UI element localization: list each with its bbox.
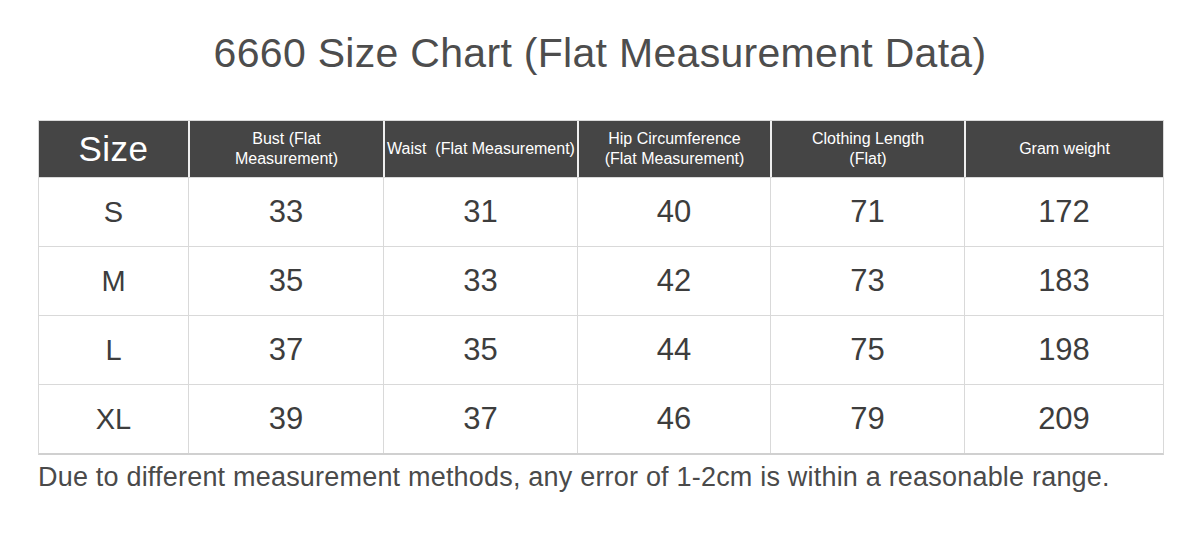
table-header-row: Size Bust (Flat Measurement) Waist (Flat… xyxy=(39,121,1163,177)
cell-clothing-length: 75 xyxy=(770,315,964,384)
measurement-disclaimer: Due to different measurement methods, an… xyxy=(38,462,1110,493)
cell-waist: 37 xyxy=(383,384,577,453)
cell-waist: 31 xyxy=(383,177,577,246)
header-bust: Bust (Flat Measurement) xyxy=(188,121,383,177)
cell-waist: 35 xyxy=(383,315,577,384)
header-waist: Waist (Flat Measurement) xyxy=(383,121,577,177)
cell-clothing-length: 73 xyxy=(770,246,964,315)
table-row: M 35 33 42 73 183 xyxy=(39,246,1163,315)
cell-hip: 44 xyxy=(577,315,770,384)
size-chart-container: Size Bust (Flat Measurement) Waist (Flat… xyxy=(38,120,1162,455)
cell-bust: 37 xyxy=(188,315,383,384)
header-gram-weight: Gram weight xyxy=(964,121,1163,177)
header-hip: Hip Circumference (Flat Measurement) xyxy=(577,121,770,177)
cell-size: M xyxy=(39,246,188,315)
cell-bust: 35 xyxy=(188,246,383,315)
cell-hip: 46 xyxy=(577,384,770,453)
header-clothing-length: Clothing Length (Flat) xyxy=(770,121,964,177)
size-chart-table: Size Bust (Flat Measurement) Waist (Flat… xyxy=(38,120,1164,455)
cell-clothing-length: 71 xyxy=(770,177,964,246)
cell-gram-weight: 183 xyxy=(964,246,1163,315)
page-title: 6660 Size Chart (Flat Measurement Data) xyxy=(0,0,1200,77)
cell-gram-weight: 172 xyxy=(964,177,1163,246)
cell-gram-weight: 209 xyxy=(964,384,1163,453)
cell-hip: 40 xyxy=(577,177,770,246)
cell-clothing-length: 79 xyxy=(770,384,964,453)
table-row: L 37 35 44 75 198 xyxy=(39,315,1163,384)
cell-size: S xyxy=(39,177,188,246)
cell-waist: 33 xyxy=(383,246,577,315)
cell-size: L xyxy=(39,315,188,384)
cell-hip: 42 xyxy=(577,246,770,315)
cell-size: XL xyxy=(39,384,188,453)
cell-bust: 39 xyxy=(188,384,383,453)
cell-gram-weight: 198 xyxy=(964,315,1163,384)
table-row: XL 39 37 46 79 209 xyxy=(39,384,1163,453)
header-size: Size xyxy=(39,121,188,177)
cell-bust: 33 xyxy=(188,177,383,246)
table-row: S 33 31 40 71 172 xyxy=(39,177,1163,246)
